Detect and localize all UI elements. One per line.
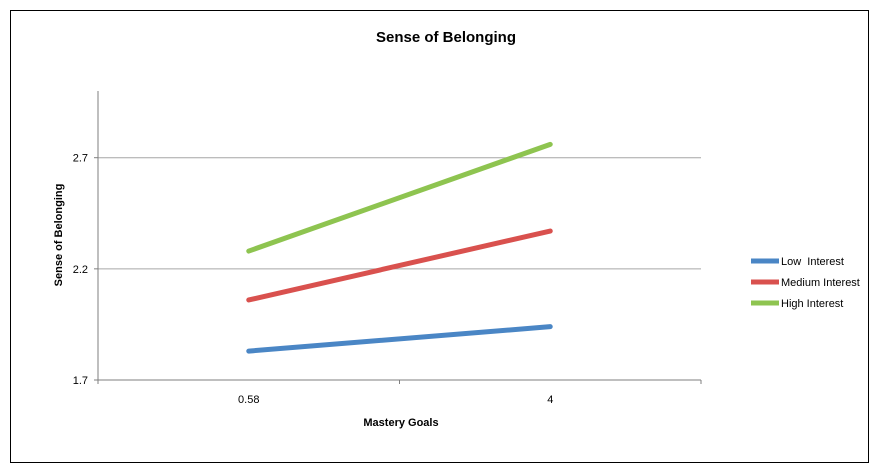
legend-label: High Interest	[781, 298, 843, 310]
x-tick-label: 0.58	[238, 394, 259, 406]
series-line-high-interest	[246, 141, 553, 254]
series-lines	[246, 141, 553, 354]
chart-title: Sense of Belonging	[376, 29, 516, 46]
y-tick-labels: 1.7 2.2 2.7	[73, 153, 88, 387]
y-tick-label: 1.7	[73, 375, 88, 387]
legend: Low Interest Medium Interest High Interest	[751, 256, 860, 310]
chart-frame	[10, 10, 869, 463]
x-tick-label: 4	[547, 394, 553, 406]
y-tick-label: 2.7	[73, 153, 88, 165]
y-axis-title: Sense of Belonging	[53, 184, 65, 287]
gridlines	[98, 157, 701, 270]
x-tick-labels: 0.58 4	[238, 394, 553, 406]
x-axis-title: Mastery Goals	[363, 417, 438, 429]
axes	[94, 91, 702, 384]
legend-label: Low Interest	[781, 256, 844, 268]
series-line-low-interest	[246, 324, 553, 354]
legend-label: Medium Interest	[781, 277, 860, 289]
y-tick-label: 2.2	[73, 264, 88, 276]
series-line-medium-interest	[246, 228, 553, 303]
